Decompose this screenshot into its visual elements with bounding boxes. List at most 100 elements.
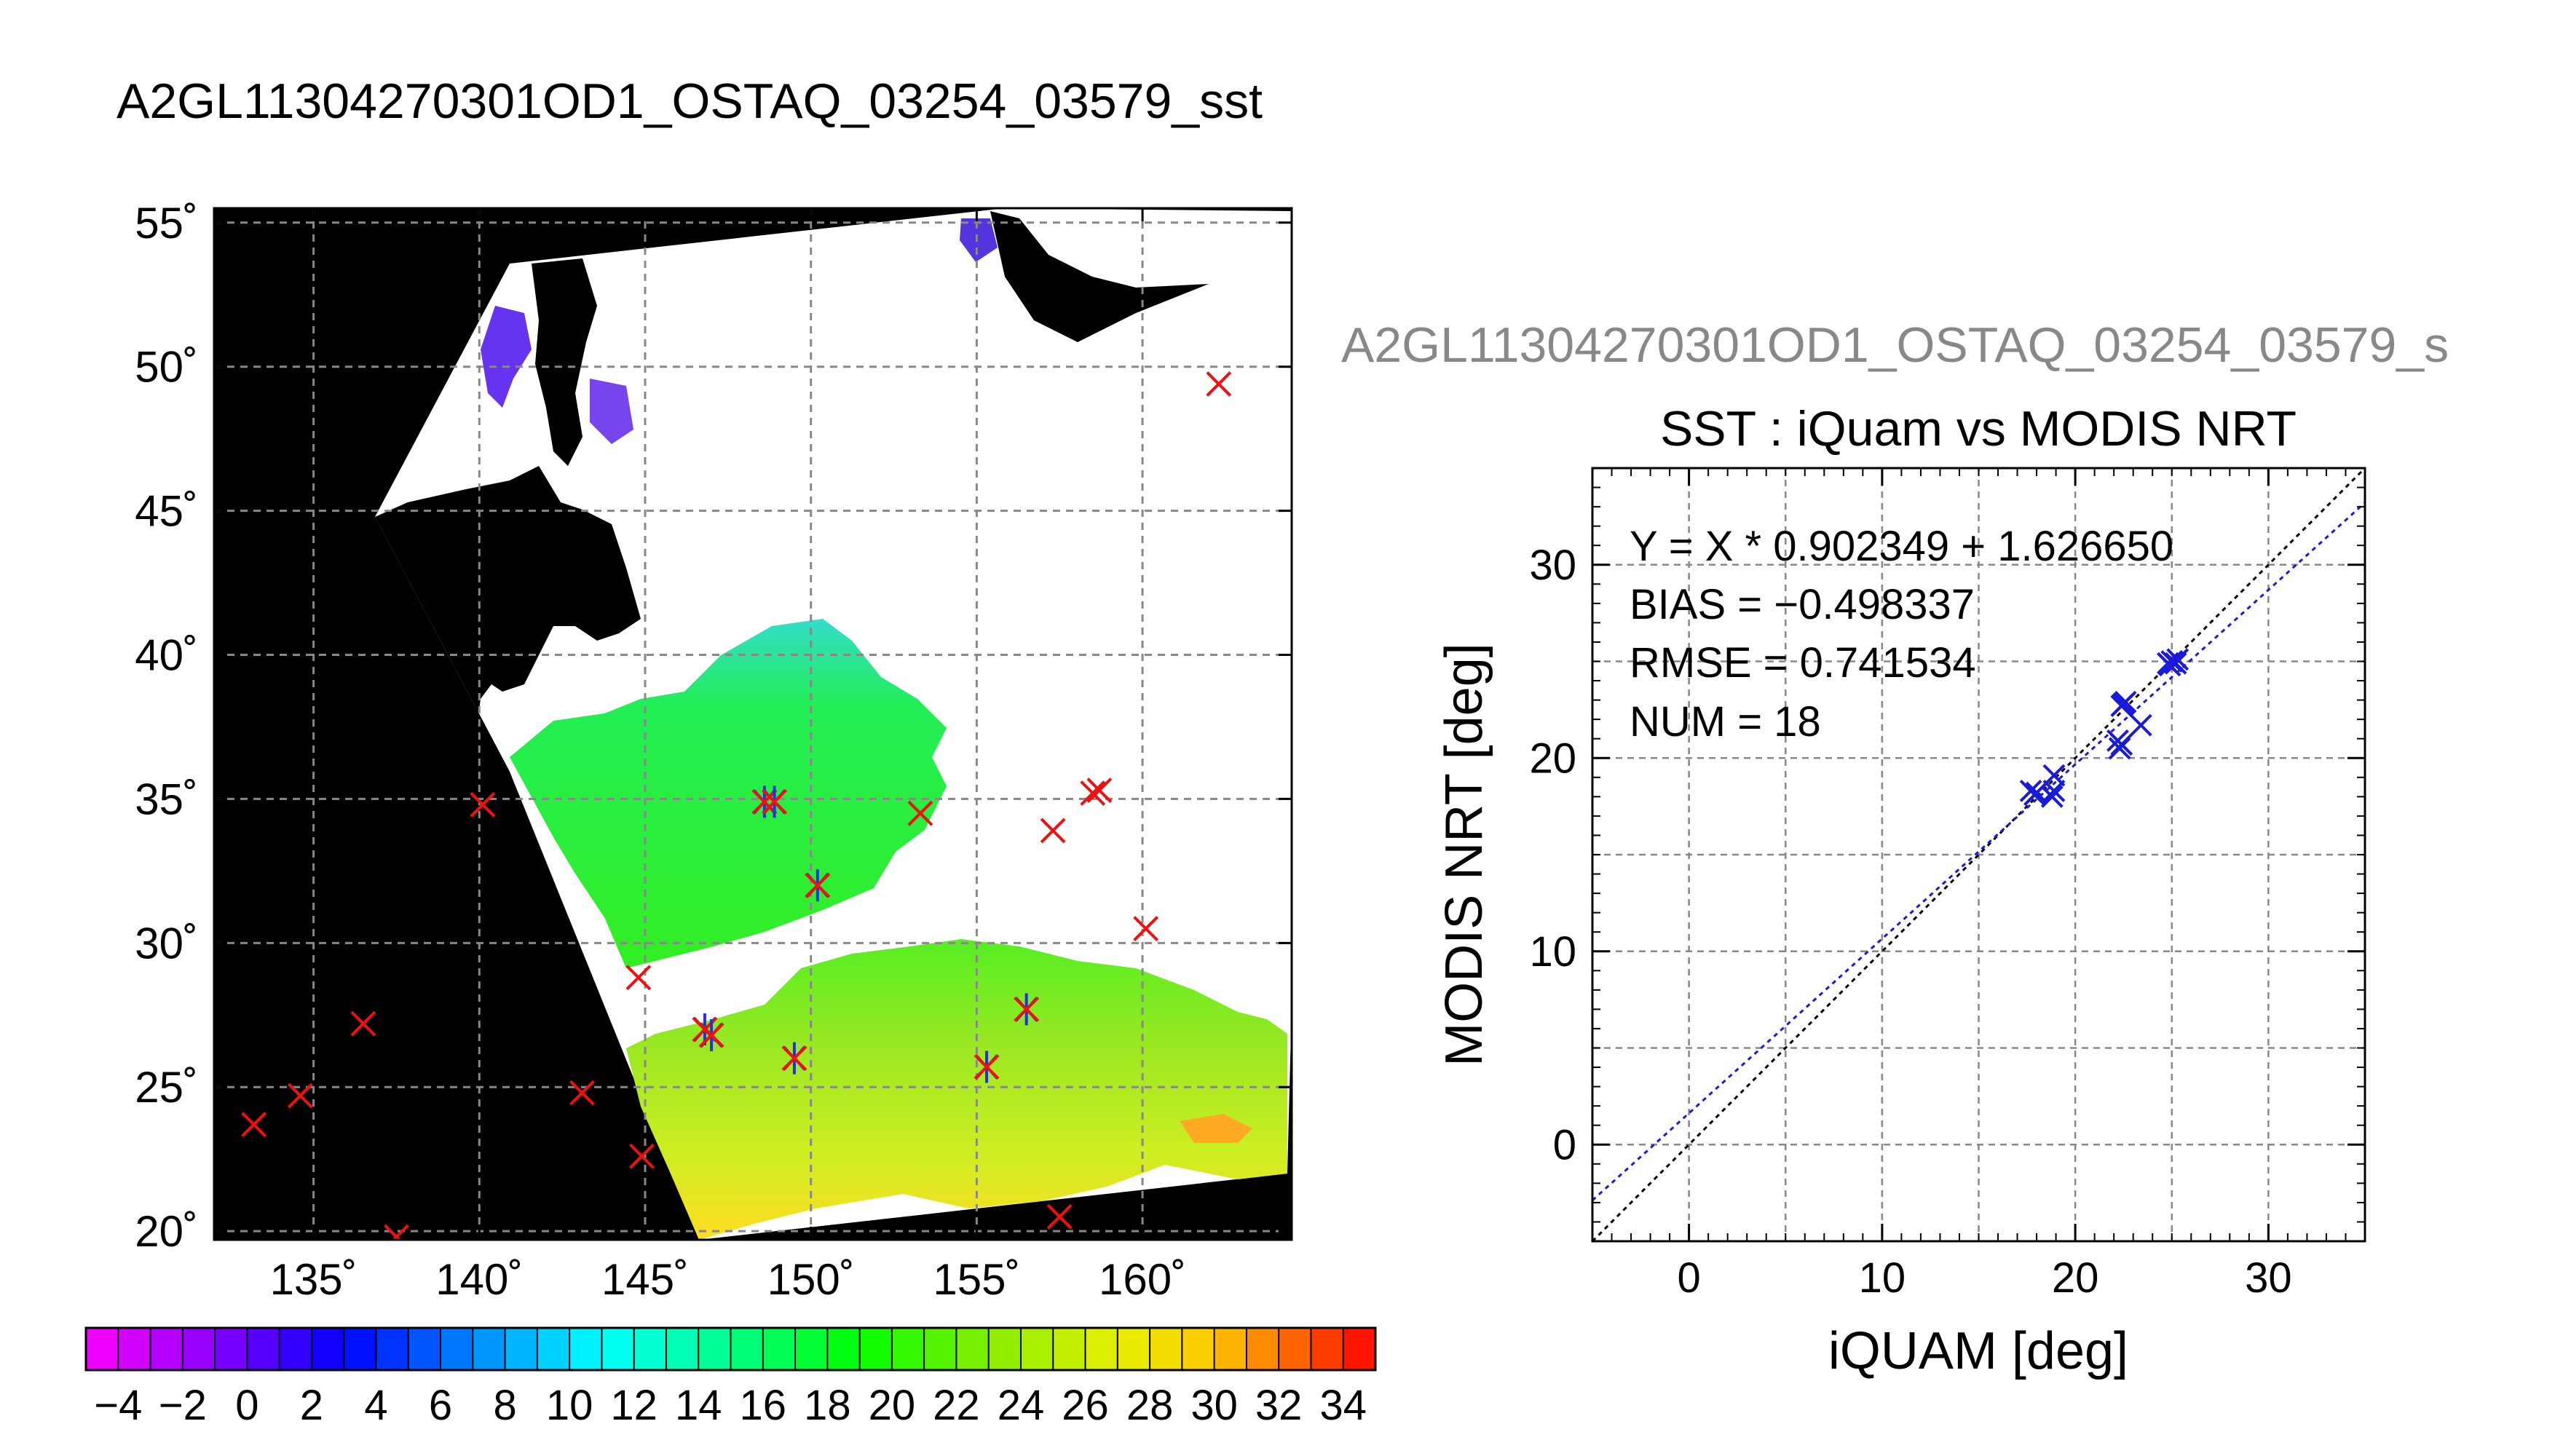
cold-patch-north — [960, 218, 998, 262]
colorbar-segment — [182, 1328, 216, 1370]
buoy-marker — [1086, 778, 1113, 803]
stats-num: NUM = 18 — [1630, 698, 1821, 745]
colorbar-segment — [569, 1328, 602, 1370]
map-markers — [241, 371, 1232, 1240]
scatter-x-tick-label: 0 — [1677, 1254, 1700, 1302]
sst-warm-spot — [1180, 1114, 1252, 1143]
map-lat-label: 45˚ — [135, 487, 198, 536]
map-lon-label: 155˚ — [933, 1255, 1020, 1304]
buoy-matched-marker — [974, 1051, 1000, 1083]
colorbar-label: −2 — [159, 1382, 207, 1429]
colorbar-label: 32 — [1255, 1382, 1303, 1429]
colorbar-segment — [150, 1328, 183, 1370]
colorbar: −4 −2 0 2 4 6 8 10 12 14 16 18 20 22 24 26 28 30 32 34 — [84, 1326, 1377, 1429]
buoy-matched-marker — [1014, 993, 1040, 1026]
colorbar-segment — [827, 1328, 861, 1370]
colorbar-label: 8 — [493, 1382, 516, 1429]
buoy-marker — [1133, 916, 1159, 941]
colorbar-frame — [84, 1326, 1377, 1372]
colorbar-label: 12 — [610, 1382, 657, 1429]
map-lon-label: 140˚ — [435, 1255, 523, 1304]
scatter-y-tick-label: 20 — [1529, 735, 1576, 782]
map-lon-label: 145˚ — [601, 1255, 689, 1304]
colorbar-segment — [376, 1328, 409, 1370]
scatter-filename: A2GL11304270301OD1_OSTAQ_03254_03579_s — [1341, 317, 2449, 373]
stats-bias: BIAS = −0.498337 — [1630, 581, 1975, 628]
buoy-marker — [1206, 371, 1232, 397]
colorbar-label: 6 — [429, 1382, 452, 1429]
stats-rmse: RMSE = 0.741534 — [1630, 639, 1976, 687]
data-point — [2110, 695, 2133, 717]
scatter-plot: SST : iQuam vs MODIS NRT 0 10 20 300102030 … — [1435, 401, 2366, 1380]
colorbar-segment — [956, 1328, 990, 1370]
land-kamchatka — [990, 211, 1209, 342]
scatter-ticks: 0 10 20 30 0 10 20 30 — [1529, 467, 2366, 1302]
cold-patch-sakhalin — [590, 379, 633, 444]
colorbar-segment — [1311, 1328, 1344, 1370]
colorbar-segment — [891, 1328, 925, 1370]
buoy-marker — [287, 1083, 313, 1109]
colorbar-label: 20 — [869, 1382, 916, 1429]
buoy-marker — [470, 791, 496, 818]
colorbar-segment — [1214, 1328, 1247, 1370]
scatter-y-tick-label: 0 — [1553, 1121, 1576, 1168]
colorbar-segment — [118, 1328, 151, 1370]
buoy-marker — [1040, 818, 1066, 844]
scatter-stats: Y = X * 0.902349 + 1.626650 BIAS = −0.49… — [1630, 523, 2173, 745]
colorbar-label: 18 — [804, 1382, 851, 1429]
colorbar-segment — [924, 1328, 957, 1370]
colorbar-segment — [1020, 1328, 1054, 1370]
map-ticks: 135˚ 140˚ 145˚ 150˚ 155˚ 160˚ 20˚ 25˚ 30˚ 35˚ 40˚ 4… — [135, 199, 1292, 1304]
sst-map: 135˚ 140˚ 145˚ 150˚ 155˚ 160˚ 20˚ 25˚ 30˚ 35˚ 40˚ 4… — [135, 199, 1293, 1304]
colorbar-label: 24 — [998, 1382, 1045, 1429]
map-lat-label: 35˚ — [135, 775, 198, 823]
buoy-marker — [907, 800, 933, 826]
colorbar-segment — [1150, 1328, 1182, 1370]
colorbar-segment — [1085, 1328, 1118, 1370]
colorbar-label: −4 — [94, 1382, 142, 1429]
buoy-marker — [625, 965, 652, 991]
colorbar-segment — [441, 1328, 473, 1370]
colorbar-label: 16 — [740, 1382, 787, 1429]
colorbar-segment — [311, 1328, 344, 1370]
buoy-matched-marker — [698, 1018, 724, 1051]
colorbar-label: 10 — [546, 1382, 593, 1429]
colorbar-segment — [601, 1328, 635, 1370]
colorbar-segment — [666, 1328, 699, 1370]
regression-line — [1592, 502, 2365, 1201]
data-point — [2129, 713, 2152, 737]
colorbar-segment — [1182, 1328, 1215, 1370]
colorbar-label: 30 — [1190, 1382, 1238, 1429]
buoy-marker — [350, 1010, 376, 1037]
scatter-grid — [1592, 468, 2365, 1241]
map-lat-label: 25˚ — [135, 1063, 198, 1112]
colorbar-segment — [1343, 1328, 1376, 1370]
colorbar-segment — [1053, 1328, 1086, 1370]
colorbar-segment — [215, 1328, 248, 1370]
map-lat-label: 30˚ — [135, 919, 198, 968]
colorbar-segment — [279, 1328, 312, 1370]
buoy-marker — [241, 1112, 267, 1138]
colorbar-segment — [633, 1328, 667, 1370]
figure-title: A2GL11304270301OD1_OSTAQ_03254_03579_sst — [117, 74, 1263, 129]
sst-band-south — [626, 939, 1287, 1240]
colorbar-label: 2 — [300, 1382, 323, 1429]
scatter-x-tick-label: 10 — [1859, 1254, 1906, 1302]
data-point — [2042, 764, 2066, 787]
colorbar-segment — [1279, 1328, 1311, 1370]
data-point — [2023, 783, 2046, 807]
stats-fit: Y = X * 0.902349 + 1.626650 — [1630, 523, 2173, 570]
colorbar-label: 0 — [235, 1382, 258, 1429]
colorbar-segment — [1117, 1328, 1150, 1370]
scatter-x-tick-label: 20 — [2052, 1254, 2099, 1302]
colorbar-label: 4 — [364, 1382, 387, 1429]
data-point — [2110, 733, 2133, 756]
x-axis-label: iQUAM [deg] — [1828, 1322, 2128, 1380]
scatter-points — [2019, 648, 2189, 808]
colorbar-label: 14 — [675, 1382, 722, 1429]
sst-band-mid — [510, 619, 947, 968]
colorbar-segment — [795, 1328, 828, 1370]
colorbar-segment — [988, 1328, 1022, 1370]
land-sakhalin — [532, 258, 597, 466]
